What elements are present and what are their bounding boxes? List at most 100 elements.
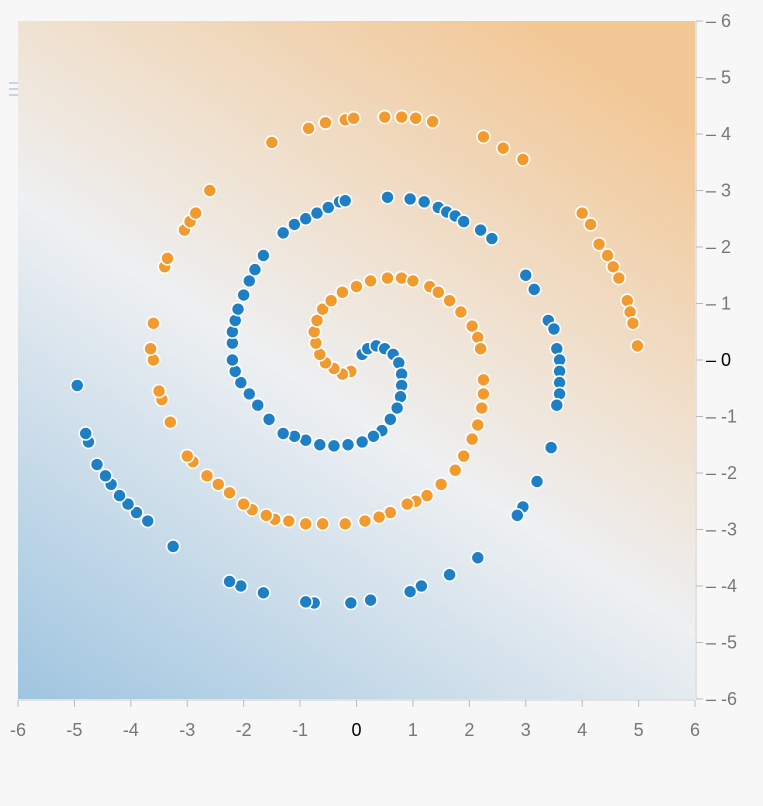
data-point [326,438,342,454]
x-tick-label: -6 [10,720,26,740]
data-point [380,189,395,205]
data-point [484,231,500,246]
plot-background [18,21,695,699]
x-tick-label: 6 [690,720,700,740]
data-point [143,341,158,357]
data-points [69,109,645,611]
data-point [357,513,373,529]
data-point [315,516,330,532]
data-point [129,505,144,520]
data-point [354,434,370,450]
data-point [363,592,378,608]
menu-icon[interactable] [9,82,21,100]
y-tick-label: – -1 [706,407,737,427]
data-point [380,270,395,286]
data-point [312,437,328,453]
x-tick-label: 3 [521,720,531,740]
data-point [275,225,291,241]
data-point [526,282,542,297]
data-point [366,428,381,444]
data-point [346,110,361,126]
data-point [419,488,435,503]
data-point [425,114,440,129]
x-tick-label: 1 [408,720,418,740]
data-point [340,437,356,453]
y-tick-label: – -5 [706,633,737,653]
data-point [199,468,215,484]
data-point [470,550,486,566]
data-point [447,462,463,478]
data-point [120,496,136,512]
data-point [371,509,387,525]
data-point [225,352,240,368]
data-point [146,315,161,331]
data-point [389,400,405,416]
data-point [414,578,429,594]
data-point [476,372,491,388]
y-tick-label: – 4 [706,124,731,144]
data-point [546,321,562,337]
x-tick-label: -1 [292,720,308,740]
data-point [495,140,511,156]
data-point [309,313,325,328]
data-point [301,121,316,136]
data-point [69,378,85,393]
data-point [625,315,641,331]
data-point [515,152,531,167]
series-0-points [69,189,567,611]
data-point [233,375,249,390]
data-point [298,516,314,532]
data-point [456,214,471,229]
x-tick-label: -4 [123,720,139,740]
data-point [473,222,488,238]
data-point [442,293,457,308]
data-point [335,284,350,300]
data-point [442,567,457,583]
y-tick-label: – 0 [706,350,731,370]
data-point [236,287,251,303]
data-point [630,338,645,354]
data-point [349,279,364,294]
data-point [377,109,393,125]
data-point [408,110,424,126]
data-point [453,304,469,320]
data-point [160,250,175,266]
data-point [402,584,418,599]
data-point [163,414,178,430]
y-tick-label: – 5 [706,68,731,88]
y-axis: – 6 – 5 – 4 – 3 – 2 – 1 – 0 – -1 – -2 – -3 – -4 – -… [695,11,737,709]
data-point [179,448,195,464]
data-point [320,200,336,215]
y-tick-label: – 2 [706,237,731,257]
y-tick-label: – 6 [706,11,731,31]
data-point [287,217,302,232]
data-point [416,194,432,210]
data-point [464,431,480,447]
x-tick-label: 0 [351,720,361,740]
data-point [383,412,398,427]
data-point [140,513,156,529]
y-tick-label: – 3 [706,181,731,201]
data-point [529,474,545,489]
data-point [258,508,274,523]
data-point [549,397,565,413]
data-point [337,516,353,532]
data-point [543,440,559,455]
x-tick-label: -5 [66,720,82,740]
y-tick-label: – -4 [706,576,737,596]
data-point [337,193,353,208]
data-point [464,318,480,334]
data-point [456,448,471,464]
data-point [242,386,257,402]
data-point [98,468,113,484]
data-point [476,129,491,145]
data-point [583,217,598,232]
data-point [591,236,607,252]
data-point [399,496,415,512]
data-point [256,585,271,601]
data-point [281,513,297,529]
data-point [363,273,378,289]
data-point [112,488,127,503]
data-point [470,417,486,433]
